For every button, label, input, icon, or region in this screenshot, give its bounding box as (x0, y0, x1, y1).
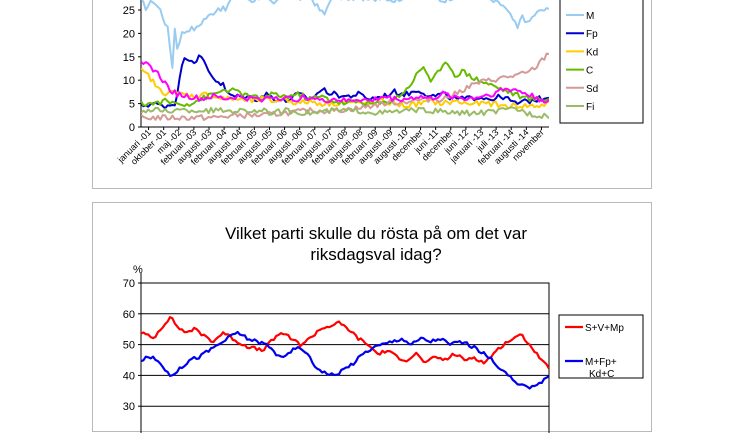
legend-label: Sd (586, 84, 598, 95)
chart-title-line: Vilket parti skulle du rösta på om det v… (225, 224, 527, 243)
y-tick-label: 70 (123, 278, 135, 290)
chart-title-line: riksdagsval idag? (310, 245, 441, 264)
legend-label: M+Fp+ (585, 357, 617, 368)
y-tick-label: 40 (123, 370, 135, 382)
y-tick-label: 15 (123, 52, 135, 64)
y-tick-label: 30 (123, 401, 135, 413)
series-line-kd (141, 67, 549, 110)
legend-label: Kd (586, 47, 598, 58)
legend-label: Fp (586, 29, 598, 40)
y-axis-label: % (133, 264, 143, 276)
bloc-support-chart: Vilket parti skulle du rösta på om det v… (92, 202, 652, 433)
legend-label: M (586, 11, 594, 22)
series-line-m (141, 0, 549, 69)
series-line-m-fp-kd-c (141, 330, 549, 390)
series-line-fi (141, 106, 549, 120)
y-tick-label: 25 (123, 5, 135, 17)
legend-box (559, 0, 644, 124)
bloc-support-chart-svg: Vilket parti skulle du rösta på om det v… (123, 224, 644, 433)
series-line-s (141, 61, 549, 104)
y-tick-label: 0 (129, 122, 135, 134)
series-line-s-v-mp (141, 316, 549, 370)
y-tick-label: 10 (123, 75, 135, 87)
y-tick-label: 20 (123, 28, 135, 40)
y-tick-label: 60 (123, 309, 135, 321)
series-line-fp (141, 54, 549, 110)
y-tick-label: 5 (129, 99, 135, 111)
party-support-chart: 0 5 10 15 20 25 januari -01 oktober -01 maj -02 f… (92, 0, 652, 189)
y-tick-label: 50 (123, 340, 135, 352)
legend-label: C (586, 66, 593, 77)
legend-box (558, 314, 644, 379)
legend-label: S+V+Mp (585, 323, 624, 334)
legend-label: Kd+C (589, 369, 614, 380)
legend-label: Fi (586, 102, 594, 113)
